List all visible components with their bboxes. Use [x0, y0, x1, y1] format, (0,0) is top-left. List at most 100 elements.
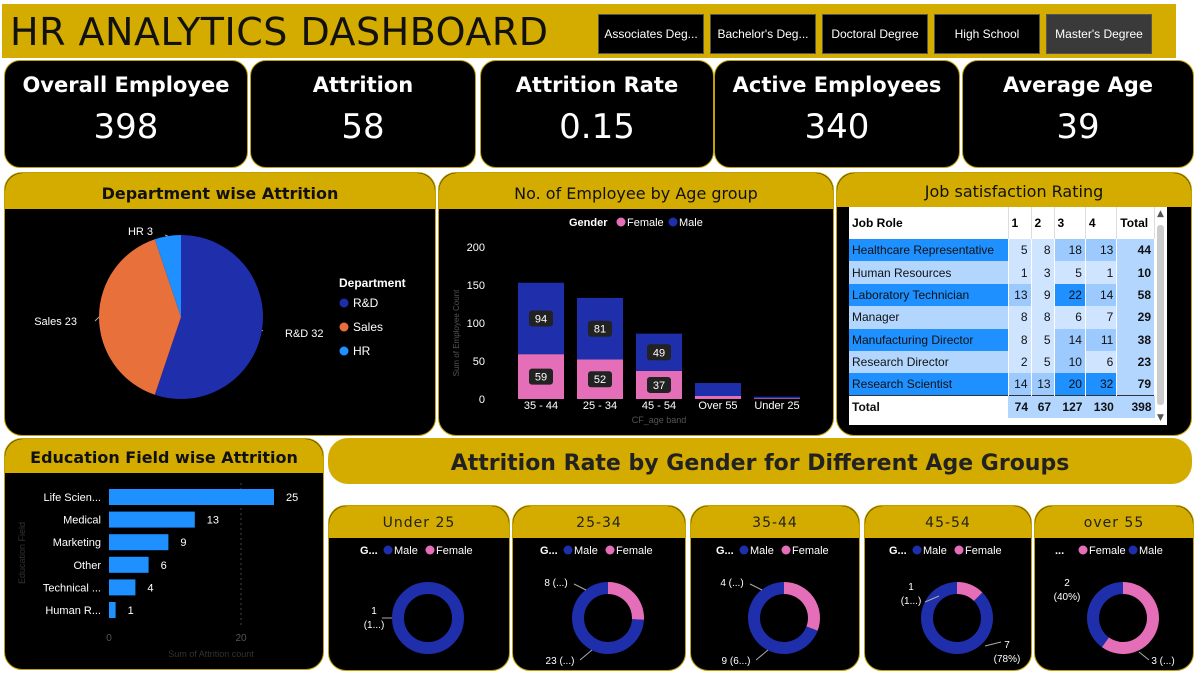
bar-segment-male: [695, 383, 741, 396]
table-row[interactable]: Laboratory Technician 13 9 22 14 58: [849, 283, 1155, 307]
kpi-attrition-rate: Attrition Rate 0.15: [480, 60, 714, 168]
table-cell: 1: [1008, 261, 1032, 284]
column-header[interactable]: Total: [1116, 207, 1155, 239]
age-group-panel: No. of Employee by Age group Gender Femal…: [438, 172, 834, 436]
column-header[interactable]: Job Role: [849, 207, 1009, 239]
legend-title: G...: [540, 545, 558, 557]
table-scrollbar[interactable]: ▲ ▼: [1155, 207, 1167, 425]
slicer-associates-degree[interactable]: Associates Deg...: [598, 14, 704, 54]
kpi-value: 58: [341, 107, 385, 147]
x-axis-label: Sum of Attrition count: [168, 649, 254, 659]
table-row[interactable]: Healthcare Representative 5 8 18 13 44: [849, 239, 1155, 262]
slicer-masters-degree[interactable]: Master's Degree: [1046, 14, 1152, 54]
scroll-thumb[interactable]: [1157, 225, 1164, 405]
donut-panel-45-54: 45-54 G... Male Female 1 (1...) 7 (78%): [864, 505, 1032, 671]
leader-line: [1138, 651, 1150, 661]
legend-title: Gender: [569, 217, 608, 229]
donut-panel-25-34: 25-34 G... Male Female 8 (...) 23 (...): [512, 505, 686, 671]
table-row[interactable]: Manufacturing Director 8 5 14 11 38: [849, 328, 1155, 351]
legend-item: Female: [616, 545, 653, 557]
table-row[interactable]: Human Resources 1 3 5 1 10: [849, 261, 1155, 284]
donut-data-label: 3 (...): [1151, 656, 1174, 667]
donut-segment-female: [784, 582, 820, 631]
x-tick-label: Over 55: [698, 400, 737, 412]
donut-segment-male: [392, 582, 464, 654]
column-header[interactable]: 1: [1008, 207, 1032, 239]
table-cell: 5: [1008, 239, 1032, 262]
x-tick-label: Under 25: [754, 400, 799, 412]
page-title: HR ANALYTICS DASHBOARD: [10, 10, 549, 54]
legend-marker: [781, 545, 791, 555]
bar-data-label: 59: [535, 372, 547, 384]
y-tick-label: Marketing: [53, 537, 101, 549]
y-axis-label: Sum of Employee Count: [452, 289, 461, 376]
legend-marker: [1128, 545, 1138, 555]
kpi-average-age: Average Age 39: [962, 60, 1194, 168]
job-satisfaction-table[interactable]: Job Role 1 2 3 4 Total Healthcare Representati…: [849, 207, 1155, 425]
slicer-doctoral-degree[interactable]: Doctoral Degree: [822, 14, 928, 54]
donut-segment-female: [1101, 582, 1159, 654]
bar-data-label: 94: [535, 313, 547, 325]
data-label-bg: [647, 344, 671, 361]
slicer-bachelors-degree[interactable]: Bachelor's Deg...: [710, 14, 816, 54]
y-tick-label: Technical ...: [43, 582, 101, 594]
table-cell: 38: [1116, 328, 1155, 351]
donut-panel-35-44: 35-44 G... Male Female 4 (...) 9 (6...): [690, 505, 860, 671]
table-row[interactable]: Research Scientist 14 13 20 32 79: [849, 373, 1155, 396]
table-cell: 5: [1054, 261, 1086, 284]
slicer-high-school[interactable]: High School: [934, 14, 1040, 54]
donut-title: 25-34: [513, 506, 685, 538]
table-cell: 13: [1031, 373, 1055, 396]
table-row[interactable]: Research Director 2 5 10 6 23: [849, 350, 1155, 374]
row-label-cell: Manager: [849, 306, 1009, 329]
table-cell: 9: [1031, 283, 1055, 307]
legend-item: Sales: [353, 320, 383, 334]
leader-line: [749, 583, 763, 591]
y-tick-label: 0: [479, 394, 485, 406]
kpi-overall-employee: Overall Employee 398: [4, 60, 248, 168]
pie-data-label: HR 3: [128, 226, 153, 238]
table-cell: 6: [1085, 350, 1118, 374]
table-cell: 10: [1054, 350, 1086, 374]
donut-data-label: 23 (...): [546, 656, 575, 667]
table-row[interactable]: Manager 8 8 6 7 29: [849, 306, 1155, 329]
legend-title: Department: [339, 276, 406, 290]
bar-data-label: 6: [161, 560, 167, 572]
legend-marker-male: [668, 217, 678, 227]
table-cell: 5: [1031, 350, 1055, 374]
donut-chart: G... Male Female 1 (1...) 7 (78%): [889, 545, 1020, 665]
pie-slice-rd: [154, 235, 263, 399]
total-cell: 67: [1031, 395, 1055, 419]
pie-slice-sales: [98, 239, 181, 395]
pie-slice-hr: [154, 235, 181, 317]
bar: [109, 602, 116, 618]
x-tick-label: 25 - 34: [583, 400, 617, 412]
table-cell: 18: [1054, 239, 1086, 262]
legend-item: Female: [792, 545, 829, 557]
data-label-bg: [529, 310, 553, 327]
legend-marker: [425, 545, 435, 555]
age-group-bar-chart: Gender Female Male 200 150 100 50 0 Sum of Emplo…: [452, 217, 800, 425]
table-cell: 44: [1116, 239, 1155, 262]
bar-data-label: 13: [207, 515, 219, 527]
dashboard-title-bar: HR ANALYTICS DASHBOARD: [2, 4, 586, 58]
scroll-down-icon[interactable]: ▼: [1157, 413, 1164, 423]
kpi-value: 39: [1056, 107, 1100, 147]
education-bar-chart: Life Scien... 25 Medical 13 Marketing 9 Other 6…: [17, 483, 298, 659]
table-cell: 5: [1031, 328, 1055, 351]
table-cell: 8: [1008, 306, 1032, 329]
matrix-table: Job Role 1 2 3 4 Total Healthcare Representati…: [849, 207, 1155, 419]
pie-data-label: R&D 32: [285, 328, 324, 340]
bar-segment-male: [754, 396, 800, 399]
scroll-up-icon[interactable]: ▲: [1157, 209, 1164, 219]
column-header[interactable]: 2: [1031, 207, 1055, 239]
column-header[interactable]: 3: [1054, 207, 1086, 239]
column-header[interactable]: 4: [1085, 207, 1118, 239]
legend-title: G...: [889, 545, 907, 557]
bar-data-label: 9: [180, 537, 186, 549]
table-header-row: Job Role 1 2 3 4 Total: [849, 207, 1155, 239]
leader-line: [579, 649, 593, 661]
donut-data-label: 9 (6...): [722, 656, 751, 667]
bar: [109, 534, 169, 551]
table-cell: 14: [1054, 328, 1086, 351]
